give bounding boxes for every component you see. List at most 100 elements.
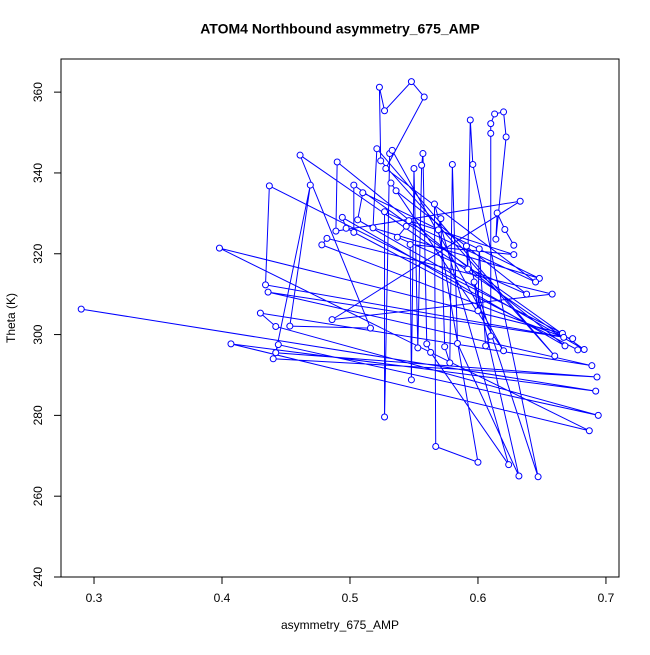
data-point — [215, 244, 223, 252]
data-point — [354, 216, 362, 224]
data-point — [523, 290, 531, 298]
data-point — [448, 160, 456, 168]
data-point — [580, 346, 588, 354]
chart-title: ATOM4 Northbound asymmetry_675_AMP — [200, 21, 480, 37]
data-point — [588, 362, 596, 370]
data-point — [328, 316, 336, 324]
data-point — [407, 78, 415, 86]
data-point — [500, 347, 508, 355]
data-point — [269, 355, 277, 363]
x-tick-label: 0.3 — [86, 591, 103, 605]
x-axis-label: asymmetry_675_AMP — [281, 618, 399, 632]
x-tick-label: 0.5 — [342, 591, 359, 605]
data-point — [286, 322, 294, 330]
data-point — [446, 359, 454, 367]
data-point — [77, 305, 85, 313]
data-point — [420, 93, 428, 101]
data-point — [516, 197, 524, 205]
data-point — [569, 335, 577, 343]
data-point — [466, 116, 474, 124]
data-line — [81, 80, 599, 477]
data-point — [366, 324, 374, 332]
data-point — [487, 120, 495, 128]
data-point — [381, 413, 389, 421]
data-point — [274, 341, 282, 349]
data-point — [407, 376, 415, 384]
y-tick-label: 320 — [31, 243, 45, 263]
data-point — [592, 387, 600, 395]
data-point — [515, 472, 523, 480]
data-point — [551, 352, 559, 360]
data-point — [418, 161, 426, 169]
data-point — [381, 107, 389, 115]
data-point — [534, 473, 542, 481]
data-point — [227, 340, 235, 348]
data-point — [350, 228, 358, 236]
data-point — [272, 322, 280, 330]
data-point — [406, 240, 414, 248]
data-point — [369, 224, 377, 232]
data-point — [318, 241, 326, 249]
y-tick-label: 340 — [31, 163, 45, 183]
data-point — [492, 235, 500, 243]
data-point — [373, 145, 381, 153]
data-point — [350, 181, 358, 189]
data-point — [437, 215, 445, 223]
data-point — [434, 226, 442, 234]
data-point — [593, 373, 601, 381]
data-point — [510, 251, 518, 259]
data-point — [256, 309, 264, 317]
data-point — [388, 146, 396, 154]
plot-frame — [60, 58, 620, 578]
data-point — [342, 224, 350, 232]
data-point — [487, 332, 495, 340]
y-axis-label: Theta (K) — [4, 293, 18, 343]
data-point — [410, 164, 418, 172]
data-point — [296, 151, 304, 159]
data-point — [594, 411, 602, 419]
data-point — [264, 288, 272, 296]
data-point — [392, 187, 400, 195]
data-point — [323, 234, 331, 242]
data-point — [464, 265, 472, 273]
data-point — [505, 461, 513, 469]
data-point — [469, 160, 477, 168]
data-point — [423, 340, 431, 348]
data-point — [510, 241, 518, 249]
data-point — [453, 339, 461, 347]
data-point — [377, 157, 385, 165]
data-point — [381, 208, 389, 216]
data-point — [432, 442, 440, 450]
data-point — [414, 344, 422, 352]
data-point — [332, 227, 340, 235]
data-point — [419, 150, 427, 158]
data-point — [430, 200, 438, 208]
data-point — [560, 333, 568, 341]
data-point — [548, 290, 556, 298]
x-tick-label: 0.4 — [214, 591, 231, 605]
data-point — [462, 242, 470, 250]
data-point — [470, 278, 478, 286]
data-point — [487, 129, 495, 137]
data-point — [333, 158, 341, 166]
data-point — [474, 307, 482, 315]
data-point — [405, 217, 413, 225]
y-tick-label: 300 — [31, 324, 45, 344]
data-point — [382, 164, 390, 172]
data-point — [338, 213, 346, 221]
data-point — [585, 427, 593, 435]
data-point — [482, 342, 490, 350]
y-tick-label: 260 — [31, 486, 45, 506]
data-point — [500, 108, 508, 116]
data-point — [359, 189, 367, 197]
data-point — [561, 342, 569, 350]
data-point — [501, 226, 509, 234]
data-point — [265, 182, 273, 190]
data-point — [402, 222, 410, 230]
data-point — [393, 233, 401, 241]
data-point — [474, 458, 482, 466]
data-point — [306, 181, 314, 189]
data-point — [475, 245, 483, 253]
